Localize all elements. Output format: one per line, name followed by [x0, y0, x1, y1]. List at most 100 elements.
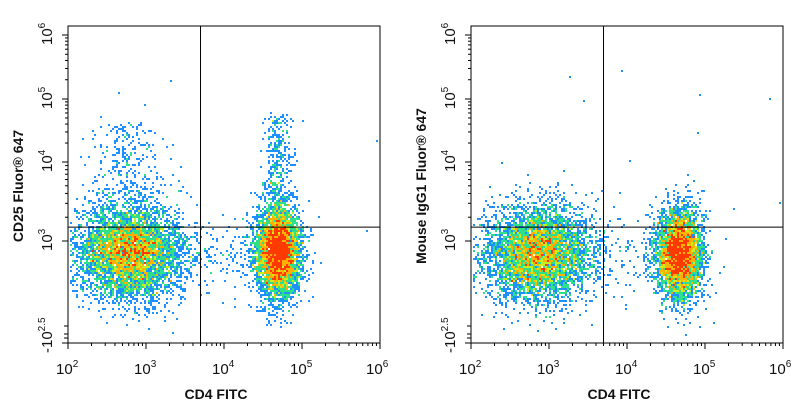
- data-point: [280, 208, 282, 210]
- data-point: [318, 216, 320, 218]
- data-point: [124, 250, 126, 252]
- data-point: [497, 252, 499, 254]
- data-point: [162, 262, 164, 264]
- data-point: [270, 286, 272, 288]
- data-point: [80, 216, 82, 218]
- data-point: [272, 154, 274, 156]
- data-point: [274, 282, 276, 284]
- data-point: [112, 248, 114, 250]
- data-point: [154, 206, 156, 208]
- data-point: [509, 288, 511, 290]
- data-point: [545, 238, 547, 240]
- data-point: [549, 264, 551, 266]
- data-point: [513, 246, 515, 248]
- data-point: [296, 250, 298, 252]
- data-point: [164, 210, 166, 212]
- data-point: [290, 298, 292, 300]
- data-point: [136, 300, 138, 302]
- data-point: [557, 256, 559, 258]
- data-point: [124, 166, 126, 168]
- data-point: [276, 200, 278, 202]
- data-point: [525, 256, 527, 258]
- data-point: [559, 264, 561, 266]
- data-point: [90, 200, 92, 202]
- data-point: [94, 202, 96, 204]
- data-point: [280, 248, 282, 250]
- data-point: [128, 234, 130, 236]
- data-point: [120, 286, 122, 288]
- data-point: [138, 162, 140, 164]
- data-point: [262, 216, 264, 218]
- data-point: [274, 210, 276, 212]
- data-point: [268, 150, 270, 152]
- data-point: [276, 258, 278, 260]
- data-point: [531, 220, 533, 222]
- data-point: [272, 234, 274, 236]
- data-point: [571, 264, 573, 266]
- data-point: [276, 272, 278, 274]
- data-point: [112, 228, 114, 230]
- data-point: [166, 242, 168, 244]
- data-point: [270, 248, 272, 250]
- data-point: [176, 270, 178, 272]
- data-point: [114, 200, 116, 202]
- data-point: [278, 164, 280, 166]
- data-point: [236, 270, 238, 272]
- data-point: [262, 302, 264, 304]
- data-point: [282, 260, 284, 262]
- data-point: [142, 154, 144, 156]
- data-point: [270, 168, 272, 170]
- data-point: [272, 214, 274, 216]
- data-point: [593, 290, 595, 292]
- data-point: [256, 240, 258, 242]
- data-point: [178, 258, 180, 260]
- data-point: [168, 238, 170, 240]
- data-point: [102, 220, 104, 222]
- data-point: [140, 250, 142, 252]
- data-point: [254, 238, 256, 240]
- data-point: [268, 282, 270, 284]
- data-point: [288, 214, 290, 216]
- data-point: [555, 216, 557, 218]
- data-point: [94, 294, 96, 296]
- data-point: [114, 240, 116, 242]
- data-point: [122, 274, 124, 276]
- data-point: [581, 262, 583, 264]
- data-point: [98, 230, 100, 232]
- data-point: [140, 248, 142, 250]
- data-point: [264, 218, 266, 220]
- data-point: [296, 306, 298, 308]
- data-point: [92, 202, 94, 204]
- data-point: [144, 196, 146, 198]
- data-point: [507, 256, 509, 258]
- data-point: [76, 212, 78, 214]
- data-point: [539, 192, 541, 194]
- data-point: [264, 184, 266, 186]
- data-point: [477, 218, 479, 220]
- data-point: [274, 314, 276, 316]
- data-point: [264, 200, 266, 202]
- data-point: [126, 200, 128, 202]
- data-point: [104, 254, 106, 256]
- data-point: [555, 218, 557, 220]
- data-point: [116, 140, 118, 142]
- data-point: [122, 204, 124, 206]
- data-point: [565, 252, 567, 254]
- data-point: [531, 246, 533, 248]
- data-point: [274, 122, 276, 124]
- data-point: [260, 150, 262, 152]
- data-point: [258, 242, 260, 244]
- data-point: [110, 202, 112, 204]
- data-point: [286, 256, 288, 258]
- data-point: [543, 256, 545, 258]
- data-point: [144, 308, 146, 310]
- data-point: [96, 234, 98, 236]
- data-point: [128, 144, 130, 146]
- data-point: [276, 270, 278, 272]
- data-point: [138, 196, 140, 198]
- data-point: [256, 218, 258, 220]
- data-point: [563, 236, 565, 238]
- data-point: [298, 272, 300, 274]
- data-point: [130, 210, 132, 212]
- data-point: [128, 230, 130, 232]
